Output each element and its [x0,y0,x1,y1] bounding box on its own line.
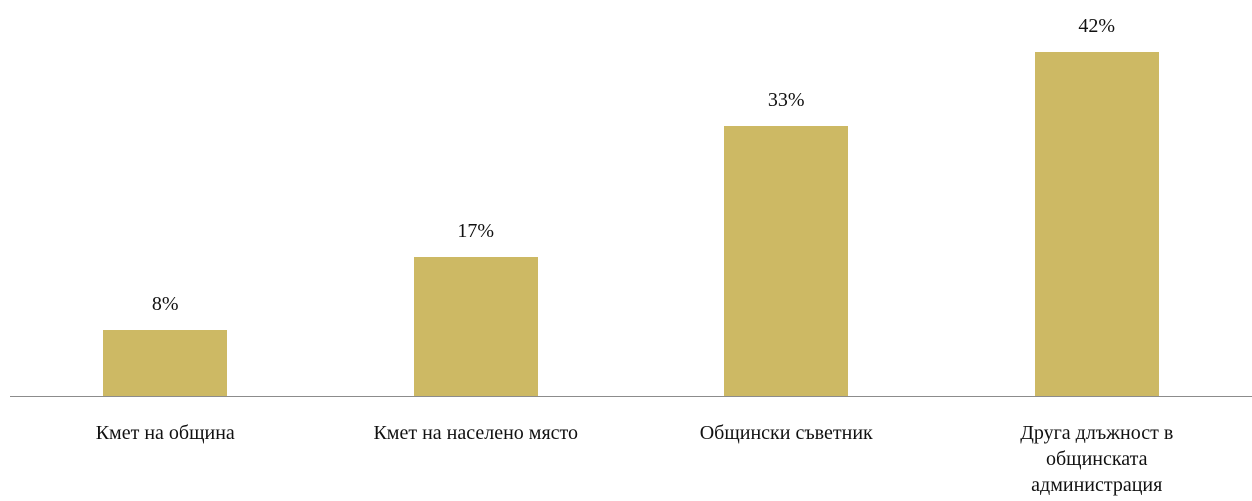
value-label: 33% [767,88,805,111]
x-axis [10,396,1252,397]
x-tick-label: Кмет на населено място [373,422,579,444]
x-tick-label: Друга длъжност в общинската администраци… [1020,422,1174,496]
value-label: 17% [457,219,495,242]
x-tick-label: Общински съветник [699,422,873,444]
bar [413,256,538,396]
value-label: 8% [151,293,179,316]
bar [103,330,228,396]
bar [724,125,849,396]
x-tick-label: Кмет на община [95,422,235,444]
value-label: 42% [1078,15,1116,37]
bar [1034,52,1159,396]
